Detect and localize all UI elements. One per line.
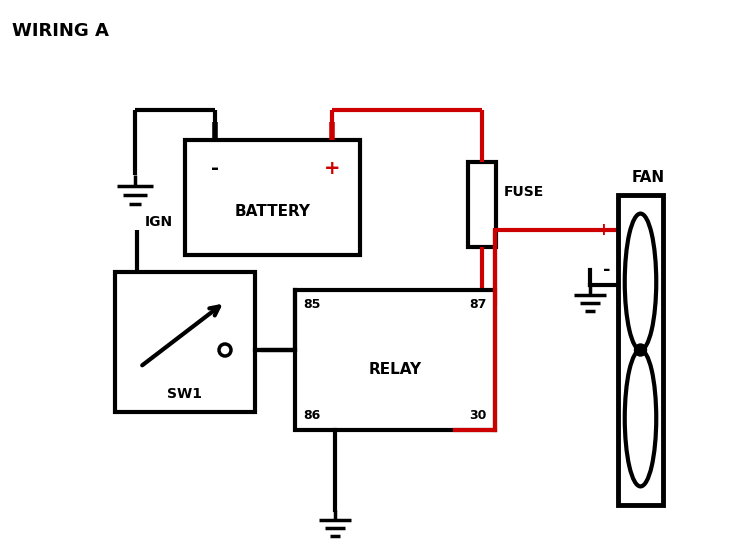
Bar [115, 272, 255, 412]
Text: -: - [211, 158, 219, 178]
Text: FUSE: FUSE [504, 185, 544, 199]
Circle shape [634, 344, 646, 356]
Text: +: + [324, 158, 340, 178]
Text: 85: 85 [303, 298, 320, 311]
Text: -: - [603, 261, 610, 279]
Text: SW1: SW1 [168, 387, 202, 401]
Bar [618, 195, 663, 505]
Text: 87: 87 [470, 298, 487, 311]
Text: 30: 30 [470, 409, 487, 422]
Ellipse shape [625, 214, 657, 350]
Bar [295, 290, 495, 430]
Bar [185, 140, 360, 255]
Text: 86: 86 [303, 409, 320, 422]
Text: WIRING A: WIRING A [12, 22, 109, 40]
Bar [468, 162, 496, 247]
Text: IGN: IGN [145, 215, 173, 229]
Text: RELAY: RELAY [369, 363, 422, 378]
Text: BATTERY: BATTERY [235, 204, 311, 219]
Text: FAN: FAN [632, 170, 665, 185]
Text: +: + [596, 221, 610, 239]
Ellipse shape [625, 350, 657, 486]
